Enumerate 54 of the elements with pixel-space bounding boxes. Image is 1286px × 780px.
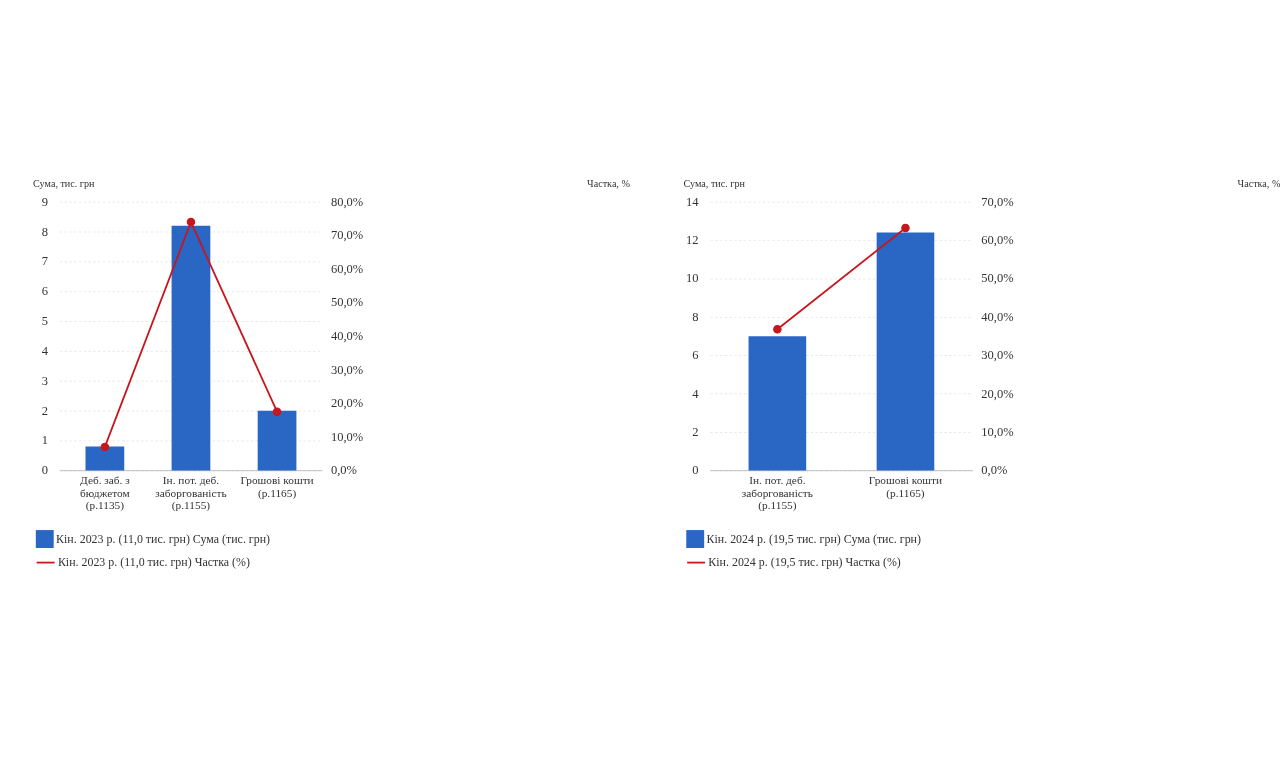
y2-tick-label: 80,0% <box>330 194 364 209</box>
y2-tick-label: 40,0% <box>981 309 1014 324</box>
y-tick-label: 14 <box>685 194 700 209</box>
y2-tick-label: 50,0% <box>330 295 364 310</box>
y2-tick-label: 10,0% <box>330 429 364 444</box>
y2-tick-label: 60,0% <box>330 261 364 276</box>
y-axis-title: Сума, тис. грн <box>33 177 96 189</box>
y-tick-label: 2 <box>41 403 49 418</box>
point <box>272 407 282 416</box>
legend-label: Кін. 2024 р. (19,5 тис. грн) Частка (%) <box>708 555 901 570</box>
y2-tick-label: 60,0% <box>981 233 1014 248</box>
y2-tick-label: 10,0% <box>981 424 1014 439</box>
y2-tick-label: 70,0% <box>330 228 364 243</box>
y2-tick-label: 0,0% <box>330 463 357 478</box>
y-tick-label: 6 <box>692 348 699 363</box>
y-tick-label: 8 <box>41 224 49 239</box>
bar <box>171 225 211 471</box>
y-tick-label: 8 <box>692 309 699 324</box>
y2-tick-label: 70,0% <box>981 194 1014 209</box>
bar <box>257 410 297 471</box>
legend-label: Кін. 2023 р. (11,0 тис. грн) Частка (%) <box>57 555 250 570</box>
y2-tick-label: 0,0% <box>981 463 1008 478</box>
y2-axis-title: Частка, % <box>587 177 631 189</box>
x-tick-label: Деб. заб. з бюджетом (р.1135) <box>80 474 131 513</box>
y-axis-title: Сума, тис. грн <box>683 177 746 189</box>
y2-tick-label: 50,0% <box>981 271 1014 286</box>
point <box>100 442 110 452</box>
y2-tick-label: 20,0% <box>981 386 1014 401</box>
y2-tick-label: 30,0% <box>981 348 1014 363</box>
y-tick-label: 2 <box>692 424 699 439</box>
x-tick-label: Грошові кошти (р.1165) <box>240 474 314 500</box>
legend-label: Кін. 2024 р. (19,5 тис. грн) Сума (тис. грн) <box>706 531 921 546</box>
y2-tick-label: 30,0% <box>330 362 364 377</box>
y-tick-label: 7 <box>41 254 49 269</box>
y-tick-label: 12 <box>685 233 699 248</box>
x-tick-label: Ін. пот. деб. заборгованість (р.1155) <box>155 474 227 513</box>
y-tick-label: 9 <box>41 194 49 209</box>
point <box>186 217 196 227</box>
y-tick-label: 6 <box>41 284 49 299</box>
y-tick-label: 4 <box>41 343 49 358</box>
bar <box>85 446 125 471</box>
y2-axis-title: Частка, % <box>1237 177 1281 189</box>
y-tick-label: 0 <box>41 463 49 478</box>
y-tick-label: 10 <box>685 271 699 286</box>
x-tick-label: Ін. пот. деб. заборгованість (р.1155) <box>741 474 813 513</box>
y2-tick-label: 20,0% <box>330 396 364 411</box>
y-tick-label: 1 <box>41 433 49 448</box>
y2-tick-label: 40,0% <box>330 329 364 344</box>
y-tick-label: 4 <box>692 386 700 401</box>
y-tick-label: 3 <box>41 373 49 388</box>
x-tick-label: Грошові кошти (р.1165) <box>868 474 943 500</box>
legend-label: Кін. 2023 р. (11,0 тис. грн) Сума (тис. грн) <box>56 531 271 546</box>
y-tick-label: 0 <box>692 463 699 478</box>
y-tick-label: 5 <box>41 314 49 329</box>
